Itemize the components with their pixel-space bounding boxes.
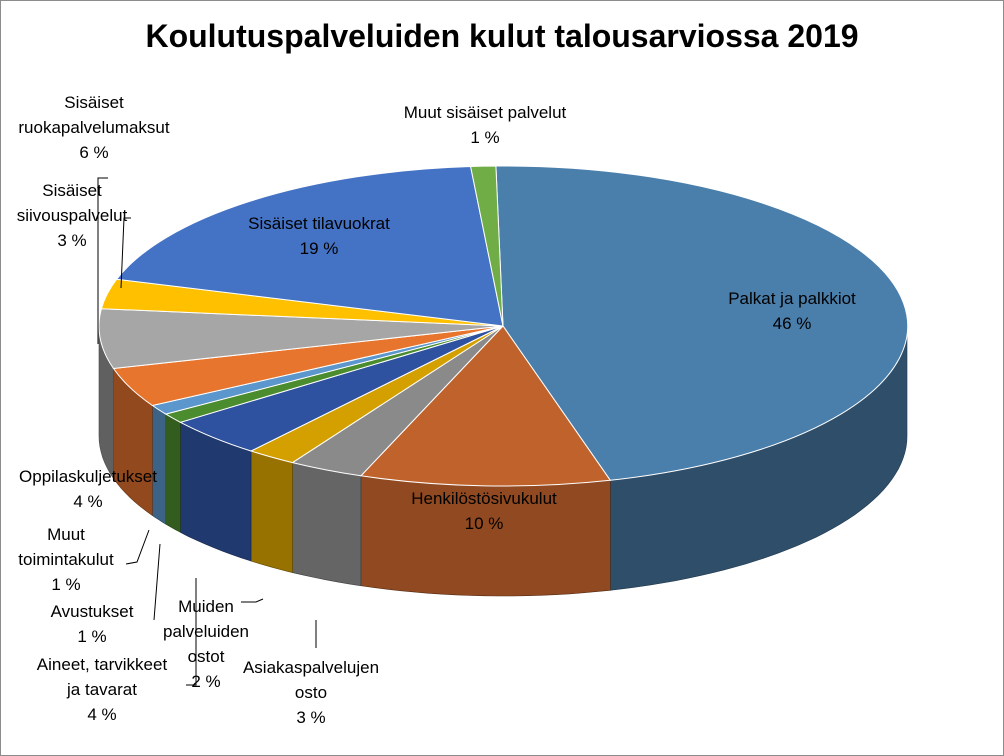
side-muiden-palveluiden-ostot [250, 450, 293, 573]
data-label-line: Sisäiset [42, 181, 102, 200]
data-label-line: Avustukset [51, 602, 134, 621]
leader-line-sisaiset-ruokapalvelumaksut [97, 177, 108, 344]
data-label-muut-sisaiset-palvelut: Muut sisäiset palvelut 1 % [404, 103, 567, 147]
data-label-line: 1 % [470, 128, 499, 147]
data-label-line: Henkilöstösivukulut [411, 489, 557, 508]
data-label-line: 19 % [300, 239, 339, 258]
pie-sides [98, 325, 908, 597]
chart-title: Koulutuspalveluiden kulut talousarviossa… [145, 18, 859, 54]
data-labels: Palkat ja palkkiot 46 % Henkilöstösivukulu… [17, 93, 856, 727]
data-label-line: siivouspalvelut [17, 206, 128, 225]
data-label-line: 4 % [87, 705, 116, 724]
data-label-line: 4 % [73, 492, 102, 511]
data-label-line: osto [295, 683, 327, 702]
data-label-line: 3 % [296, 708, 325, 727]
data-label-line: Asiakaspalvelujen [243, 658, 379, 677]
data-label-henkilostosivukulut: Henkilöstösivukulut 10 % [411, 489, 557, 533]
data-label-line: toimintakulut [18, 550, 114, 569]
data-label-line: ostot [188, 647, 225, 666]
data-label-line: ruokapalvelumaksut [18, 118, 169, 137]
data-label-line: 2 % [191, 672, 220, 691]
data-label-line: Palkat ja palkkiot [728, 289, 856, 308]
leader-line-muiden-palveluiden-ostot [241, 598, 264, 603]
data-label-asiakaspalvelujen-osto: Asiakaspalvelujen osto 3 % [243, 658, 379, 727]
data-label-line: 10 % [465, 514, 504, 533]
leader-lines [97, 177, 317, 686]
data-label-aineet-tarvikkeet-ja-tavarat: Aineet, tarvikkeet ja tavarat 4 % [37, 655, 168, 724]
data-label-sisaiset-tilavuokrat: Sisäiset tilavuokrat 19 % [248, 214, 390, 258]
data-label-line: palveluiden [163, 622, 249, 641]
side-avustukset [165, 413, 181, 533]
data-label-line: 1 % [51, 575, 80, 594]
slice-muut-sisaiset-palvelut [469, 165, 504, 327]
leader-line-aineet-tarvikkeet-ja-tavarat [186, 578, 197, 686]
data-label-line: 3 % [57, 231, 86, 250]
leader-line-avustukset [153, 543, 161, 621]
slice-palkat-ja-palkkiot [495, 165, 909, 481]
data-label-line: Muiden [178, 597, 234, 616]
side-asiakaspalvelujen-osto [292, 462, 362, 587]
data-label-line: 6 % [79, 143, 108, 162]
side-muut-toimintakulut [152, 404, 166, 525]
data-label-line: 1 % [77, 627, 106, 646]
data-label-line: Muut sisäiset palvelut [404, 103, 567, 122]
data-label-line: Muut [47, 525, 85, 544]
data-label-avustukset: Avustukset 1 % [51, 602, 134, 646]
leader-line-muut-toimintakulut [125, 529, 150, 565]
data-label-line: Sisäiset tilavuokrat [248, 214, 390, 233]
data-label-muut-toimintakulut: Muut toimintakulut 1 % [18, 525, 114, 594]
leader-line-sisaiset-siivouspalvelut [120, 217, 131, 289]
data-label-line: ja tavarat [66, 680, 137, 699]
data-label-palkat-ja-palkkiot: Palkat ja palkkiot 46 % [728, 289, 856, 333]
data-label-line: Aineet, tarvikkeet [37, 655, 168, 674]
data-label-line: Sisäiset [64, 93, 124, 112]
data-label-sisaiset-siivouspalvelut: Sisäiset siivouspalvelut 3 % [17, 181, 128, 250]
slice-sisaiset-ruokapalvelumaksut [98, 308, 504, 370]
data-label-sisaiset-ruokapalvelumaksut: Sisäiset ruokapalvelumaksut 6 % [18, 93, 169, 162]
slice-henkilostosivukulut [359, 325, 612, 487]
data-label-line: 46 % [773, 314, 812, 333]
pie-tops [98, 165, 909, 487]
data-label-muiden-palveluiden-ostot: Muiden palveluiden ostot 2 % [163, 597, 249, 691]
data-label-oppilaskuljetukset: Oppilaskuljetukset 4 % [19, 467, 157, 511]
slice-sisaiset-tilavuokrat [115, 165, 504, 327]
data-label-line: Oppilaskuljetukset [19, 467, 157, 486]
